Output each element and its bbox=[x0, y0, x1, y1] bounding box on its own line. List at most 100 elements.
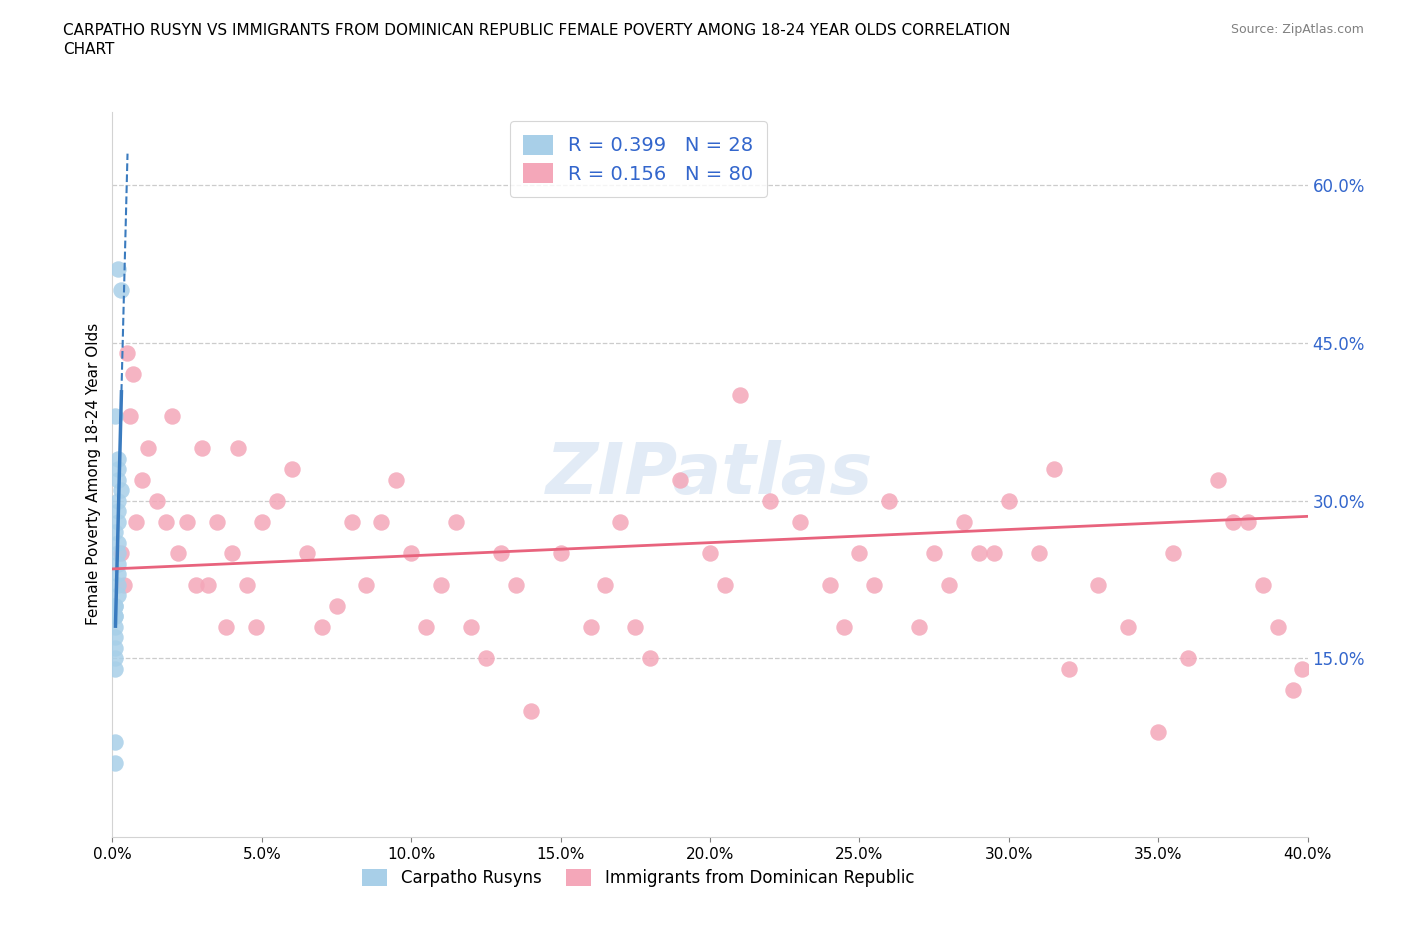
Text: CARPATHO RUSYN VS IMMIGRANTS FROM DOMINICAN REPUBLIC FEMALE POVERTY AMONG 18-24 : CARPATHO RUSYN VS IMMIGRANTS FROM DOMINI… bbox=[63, 23, 1011, 38]
Point bbox=[107, 504, 129, 519]
Point bbox=[162, 409, 183, 424]
Point bbox=[714, 578, 737, 592]
Point bbox=[167, 546, 190, 561]
Point bbox=[1087, 578, 1109, 592]
Point bbox=[370, 514, 392, 529]
Point bbox=[938, 578, 960, 592]
Point bbox=[863, 578, 886, 592]
Point bbox=[609, 514, 631, 529]
Point bbox=[110, 483, 132, 498]
Point bbox=[146, 493, 169, 508]
Point bbox=[669, 472, 692, 487]
Point bbox=[104, 609, 127, 624]
Point bbox=[579, 619, 602, 634]
Point bbox=[104, 598, 127, 613]
Point bbox=[1028, 546, 1050, 561]
Point bbox=[460, 619, 482, 634]
Point bbox=[226, 441, 249, 456]
Point bbox=[922, 546, 945, 561]
Point bbox=[505, 578, 527, 592]
Point bbox=[107, 578, 129, 592]
Point bbox=[728, 388, 751, 403]
Point bbox=[107, 472, 129, 487]
Point bbox=[415, 619, 437, 634]
Point bbox=[1206, 472, 1229, 487]
Point bbox=[879, 493, 901, 508]
Point bbox=[107, 588, 129, 603]
Point bbox=[1222, 514, 1244, 529]
Point bbox=[117, 346, 139, 361]
Y-axis label: Female Poverty Among 18-24 Year Olds: Female Poverty Among 18-24 Year Olds bbox=[86, 324, 101, 626]
Point bbox=[340, 514, 363, 529]
Legend: Carpatho Rusyns, Immigrants from Dominican Republic: Carpatho Rusyns, Immigrants from Dominic… bbox=[356, 862, 921, 894]
Point bbox=[245, 619, 267, 634]
Point bbox=[104, 651, 127, 666]
Point bbox=[104, 630, 127, 644]
Point bbox=[624, 619, 647, 634]
Point bbox=[520, 703, 543, 718]
Point bbox=[789, 514, 811, 529]
Point bbox=[1251, 578, 1274, 592]
Point bbox=[197, 578, 219, 592]
Point bbox=[295, 546, 318, 561]
Point bbox=[125, 514, 148, 529]
Point bbox=[107, 546, 129, 561]
Point bbox=[107, 451, 129, 466]
Point bbox=[640, 651, 662, 666]
Point bbox=[107, 556, 129, 571]
Point bbox=[110, 283, 132, 298]
Point bbox=[1267, 619, 1289, 634]
Point bbox=[104, 409, 127, 424]
Point bbox=[325, 598, 347, 613]
Point bbox=[834, 619, 856, 634]
Point bbox=[107, 535, 129, 550]
Point bbox=[221, 546, 243, 561]
Point bbox=[908, 619, 931, 634]
Point bbox=[122, 367, 145, 382]
Point bbox=[311, 619, 333, 634]
Point bbox=[1147, 724, 1170, 739]
Point bbox=[475, 651, 498, 666]
Point bbox=[595, 578, 617, 592]
Point bbox=[1118, 619, 1140, 634]
Point bbox=[1042, 461, 1064, 476]
Point bbox=[114, 578, 135, 592]
Point bbox=[215, 619, 238, 634]
Text: CHART: CHART bbox=[63, 42, 115, 57]
Point bbox=[550, 546, 572, 561]
Text: ZIPatlas: ZIPatlas bbox=[547, 440, 873, 509]
Point bbox=[205, 514, 228, 529]
Point bbox=[266, 493, 288, 508]
Point bbox=[1057, 661, 1080, 676]
Point bbox=[1237, 514, 1260, 529]
Point bbox=[401, 546, 423, 561]
Point bbox=[444, 514, 467, 529]
Point bbox=[104, 661, 127, 676]
Point bbox=[107, 461, 129, 476]
Point bbox=[250, 514, 273, 529]
Point bbox=[107, 262, 129, 277]
Point bbox=[983, 546, 1005, 561]
Point bbox=[107, 566, 129, 581]
Point bbox=[191, 441, 214, 456]
Point bbox=[848, 546, 870, 561]
Point bbox=[953, 514, 976, 529]
Point bbox=[104, 525, 127, 539]
Point bbox=[104, 756, 127, 771]
Point bbox=[131, 472, 153, 487]
Point bbox=[430, 578, 453, 592]
Text: Source: ZipAtlas.com: Source: ZipAtlas.com bbox=[1230, 23, 1364, 36]
Point bbox=[818, 578, 841, 592]
Point bbox=[104, 609, 127, 624]
Point bbox=[176, 514, 198, 529]
Point bbox=[155, 514, 177, 529]
Point bbox=[1281, 683, 1303, 698]
Point bbox=[967, 546, 990, 561]
Point bbox=[110, 546, 132, 561]
Point bbox=[104, 598, 127, 613]
Point bbox=[236, 578, 259, 592]
Point bbox=[385, 472, 408, 487]
Point bbox=[104, 619, 127, 634]
Point bbox=[138, 441, 160, 456]
Point bbox=[489, 546, 512, 561]
